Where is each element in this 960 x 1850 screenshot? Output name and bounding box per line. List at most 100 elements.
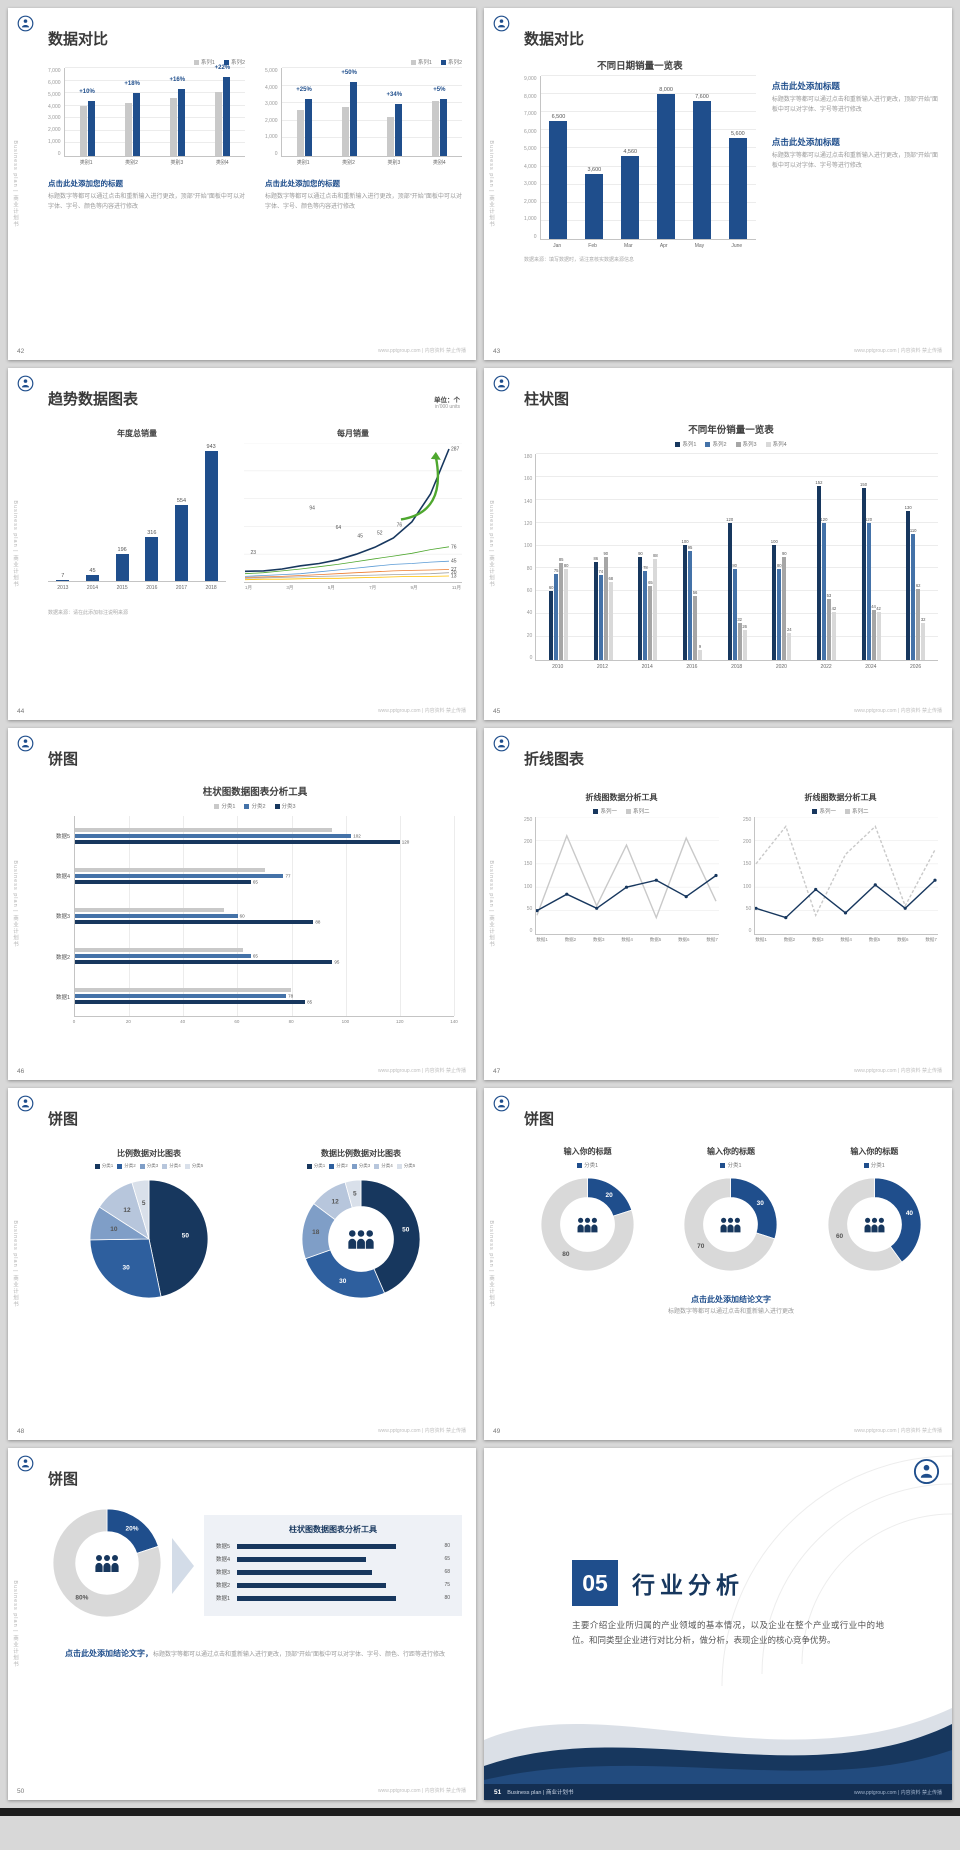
legend-swatch bbox=[94, 1163, 100, 1169]
text-column: 点击此处添加标题 标题数字等都可以通过点击和重新输入进行更改，顶部“开始”面板中… bbox=[756, 56, 938, 263]
chart-element: 120 bbox=[524, 520, 533, 527]
chart-element: 42 bbox=[876, 606, 881, 612]
svg-text:27: 27 bbox=[451, 567, 457, 573]
chart-element: 类别3 bbox=[387, 160, 401, 166]
chart-element: +5% bbox=[431, 68, 447, 156]
chart-legend: 系列一 系列二 bbox=[524, 807, 719, 815]
slide-content: 比例数据对比图表 分类1 分类2 分类3 分类4 分类5 50 30 10 12 5 数据比例数… bbox=[48, 1146, 462, 1424]
slide-footer: www.pptgroup.com | 内容资料 禁止传播 bbox=[854, 708, 942, 714]
percent-label: +16% bbox=[169, 77, 186, 84]
chart-element: 数据6 bbox=[678, 937, 690, 942]
chart-element: 80 bbox=[288, 1019, 294, 1024]
chart-element: 44 bbox=[871, 603, 876, 609]
chart-element: 45 bbox=[89, 567, 96, 574]
pie-chart: 50 30 10 12 5 bbox=[58, 1179, 240, 1299]
slide-46[interactable]: Business plan | 商业计划书 饼图 柱状图数据图表分析工具 分类1… bbox=[8, 728, 476, 1080]
chart-element: 26 bbox=[742, 624, 747, 630]
chart-element: May bbox=[694, 242, 705, 249]
chart-element: 3,000 bbox=[524, 181, 537, 188]
bar: 100 bbox=[771, 539, 778, 660]
chart-element: 80 bbox=[732, 562, 737, 568]
chart-element: 5月 bbox=[327, 585, 335, 590]
slide-44[interactable]: Business plan | 商业计划书 趋势数据图表 单位：个 in'000… bbox=[8, 368, 476, 720]
bar: 7 bbox=[56, 573, 70, 581]
legend-item: 系列1 bbox=[410, 58, 432, 66]
people-icon bbox=[95, 1555, 119, 1572]
chart-element: 78 bbox=[643, 564, 648, 570]
bar: 102 bbox=[75, 834, 361, 839]
slide-content: 不同日期销量一览表 9,000 8,000 7,000 6,000 5,000 4,000… bbox=[524, 56, 938, 344]
legend-swatch bbox=[812, 808, 818, 814]
chart-element bbox=[454, 816, 455, 1016]
slide-42[interactable]: Business plan | 商业计划书 数据对比 系列1 系列2 7,000 6… bbox=[8, 8, 476, 360]
chart-element: 40 bbox=[180, 1019, 186, 1024]
chart-element: 数据4 bbox=[56, 874, 71, 881]
bar-chart: 9,000 8,000 7,000 6,000 5,000 4,000 3,000 2,000… bbox=[524, 75, 756, 251]
legend-item: 分类5 bbox=[184, 1163, 203, 1169]
chart-element bbox=[64, 67, 245, 68]
donut-chart: 20 80 bbox=[524, 1177, 651, 1272]
chart-element: 类别2 bbox=[342, 160, 355, 166]
bar: 78 bbox=[643, 565, 648, 660]
legend-label: 分类3 bbox=[281, 804, 296, 810]
legend-item: 系列二 bbox=[845, 807, 869, 815]
chart-element bbox=[291, 816, 293, 1016]
chart-element: 196 bbox=[117, 546, 127, 553]
slide-50[interactable]: Business plan | 商业计划书 饼图 20% 80% 柱状图数据图表分… bbox=[8, 1448, 476, 1800]
legend-label: 系列3 bbox=[742, 442, 757, 448]
brand-logo-icon bbox=[17, 1455, 34, 1472]
chart-element: 60 bbox=[239, 913, 245, 919]
bar: 90 bbox=[603, 551, 608, 660]
bar: 26 bbox=[742, 624, 747, 660]
page-number: 42 bbox=[17, 348, 25, 355]
chart-element: 250 200 150 100 50 0 数据1 数据2 数据3 数据4 数据5 数据6 数据7 bbox=[524, 817, 720, 945]
chart-title: 输入你的标题 bbox=[563, 1147, 612, 1156]
people-icon bbox=[348, 1230, 374, 1249]
slide-45[interactable]: Business plan | 商业计划书 柱状图 不同年份销量一览表 系列1 系… bbox=[484, 368, 952, 720]
chart-element: 数据5 bbox=[56, 834, 71, 841]
logo-emblem bbox=[17, 15, 34, 32]
chart-title: 折线图数据分析工具 bbox=[585, 793, 658, 802]
page-number: 43 bbox=[493, 348, 501, 355]
slide-43[interactable]: Business plan | 商业计划书 数据对比 不同日期销量一览表 9,0… bbox=[484, 8, 952, 360]
legend-swatch bbox=[765, 441, 771, 447]
chart-element: 数据2 bbox=[216, 1583, 231, 1589]
slide-49[interactable]: Business plan | 商业计划书 饼图 输入你的标题 分类1 20 80… bbox=[484, 1088, 952, 1440]
chart-element bbox=[536, 475, 938, 477]
chart-element: 943 bbox=[204, 443, 218, 581]
chart-element: Apr bbox=[659, 242, 668, 249]
legend-label: 分类1 bbox=[313, 1163, 326, 1168]
chart-element: 数据4 bbox=[840, 937, 852, 942]
chart-element: 0 20 40 60 80 100 120 140 bbox=[73, 1017, 458, 1028]
chart-element: 数据1 bbox=[536, 937, 548, 942]
slide-48[interactable]: Business plan | 商业计划书 饼图 比例数据对比图表 分类1 分类2… bbox=[8, 1088, 476, 1440]
chart-element: +22% bbox=[215, 65, 230, 156]
chart-element: 4,000 bbox=[265, 84, 278, 91]
chart-element: 0 bbox=[529, 927, 533, 934]
chart-element: 180 160 140 120 100 80 60 40 20 0 bbox=[524, 454, 535, 661]
chart-element: 100 bbox=[681, 539, 689, 545]
chart-element bbox=[237, 1556, 436, 1562]
logo-emblem bbox=[493, 1095, 510, 1112]
chart-element: 5,000 4,000 3,000 2,000 1,000 0 bbox=[265, 68, 281, 157]
chart-element: +50% bbox=[341, 68, 357, 156]
brand-logo-icon bbox=[913, 1458, 940, 1485]
plot-area bbox=[535, 817, 720, 935]
bar bbox=[439, 98, 447, 156]
chart-title: 每月销量 bbox=[337, 429, 369, 438]
chart-element: 80 bbox=[563, 562, 569, 568]
chart-element: 77 65 bbox=[75, 867, 454, 885]
chart-element: 2015 bbox=[116, 584, 128, 591]
svg-text:94: 94 bbox=[309, 506, 315, 512]
slide-footer: www.pptgroup.com | 内容资料 禁止传播 bbox=[854, 1068, 942, 1074]
legend-label: 分类1 bbox=[221, 804, 236, 810]
bar: 120 bbox=[75, 840, 409, 845]
slide-47[interactable]: Business plan | 商业计划书 折线图表 折线图数据分析工具 系列一… bbox=[484, 728, 952, 1080]
bar bbox=[237, 1582, 387, 1588]
legend-swatch bbox=[306, 1163, 312, 1169]
slide-51[interactable]: 05 行业分析 主要介绍企业所归属的产业领域的基本情况，以及企业在整个产业或行业… bbox=[484, 1448, 952, 1800]
chart-element: 2018 bbox=[731, 663, 743, 670]
legend-item: 分类2 bbox=[117, 1163, 136, 1169]
svg-text:18: 18 bbox=[312, 1229, 320, 1236]
